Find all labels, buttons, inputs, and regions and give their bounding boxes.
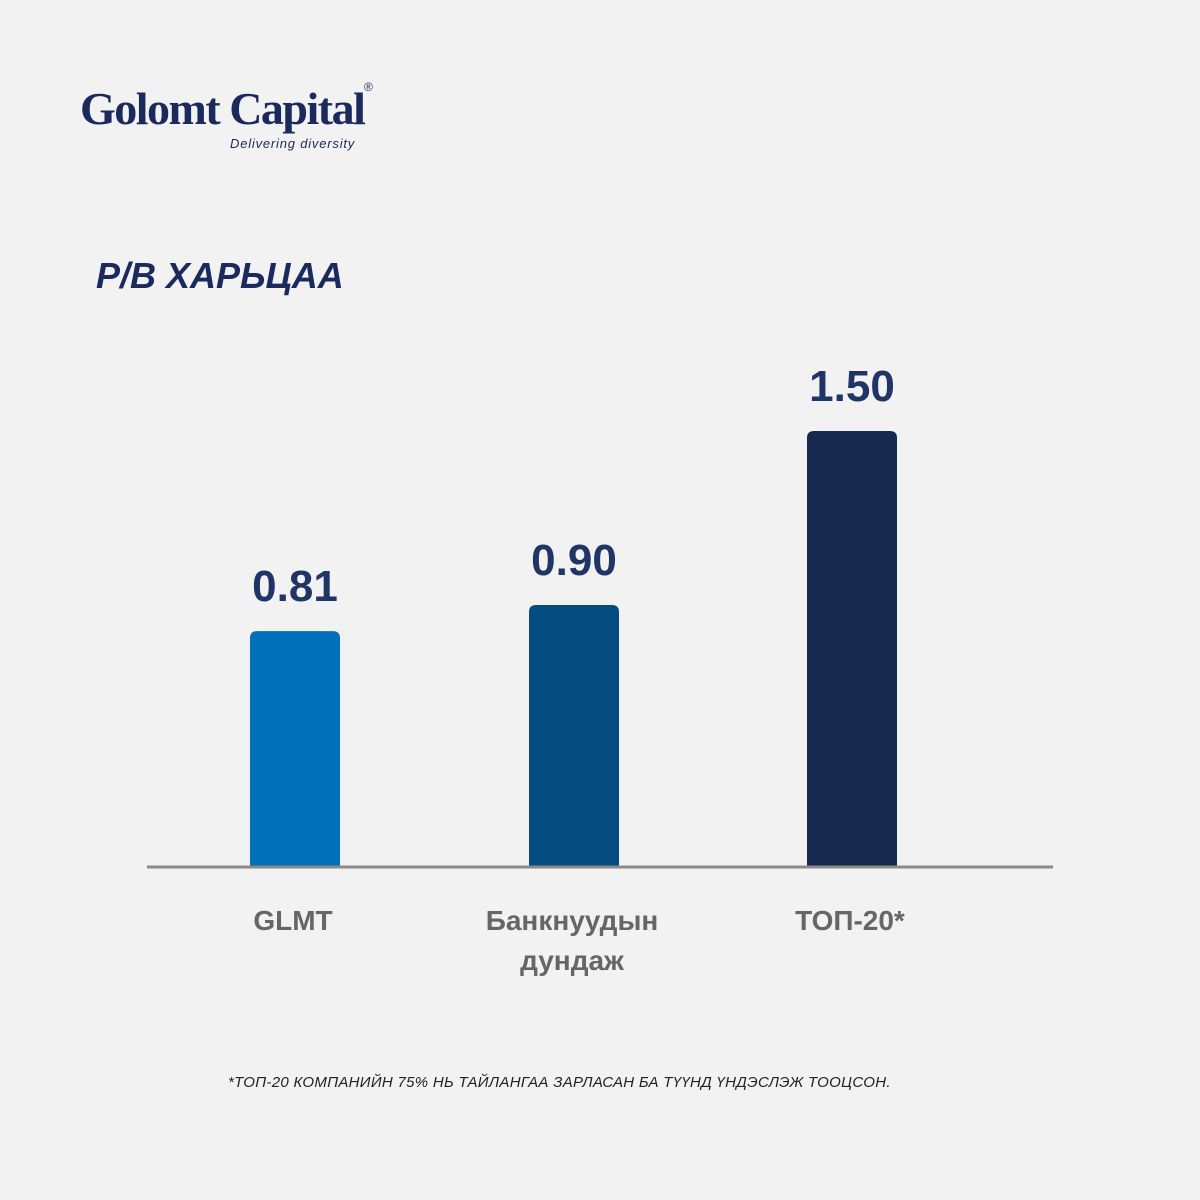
value-label-3: 1.50 bbox=[809, 362, 895, 411]
value-label-2: 0.90 bbox=[531, 536, 617, 585]
logo-wordmark: Golomt Capital bbox=[80, 83, 366, 134]
value-label-1: 0.81 bbox=[252, 562, 338, 611]
bar-3 bbox=[807, 431, 897, 866]
registered-mark: ® bbox=[364, 80, 373, 94]
category-label-1: GLMT bbox=[253, 905, 332, 936]
footnote: *ТОП-20 КОМПАНИЙН 75% НЬ ТАЙЛАНГАА ЗАРЛА… bbox=[228, 1074, 891, 1091]
bar-1 bbox=[250, 631, 340, 866]
logo-tagline: Delivering diversity bbox=[230, 136, 356, 151]
chart-title: P/B ХАРЬЦАА bbox=[96, 255, 344, 296]
bar-2 bbox=[529, 605, 619, 866]
category-label-2: Банкнуудын bbox=[486, 905, 659, 936]
category-label-3: ТОП-20* bbox=[795, 905, 905, 936]
category-label-2: дундаж bbox=[520, 945, 625, 976]
company-logo: Golomt Capital ® Delivering diversity bbox=[80, 80, 400, 162]
